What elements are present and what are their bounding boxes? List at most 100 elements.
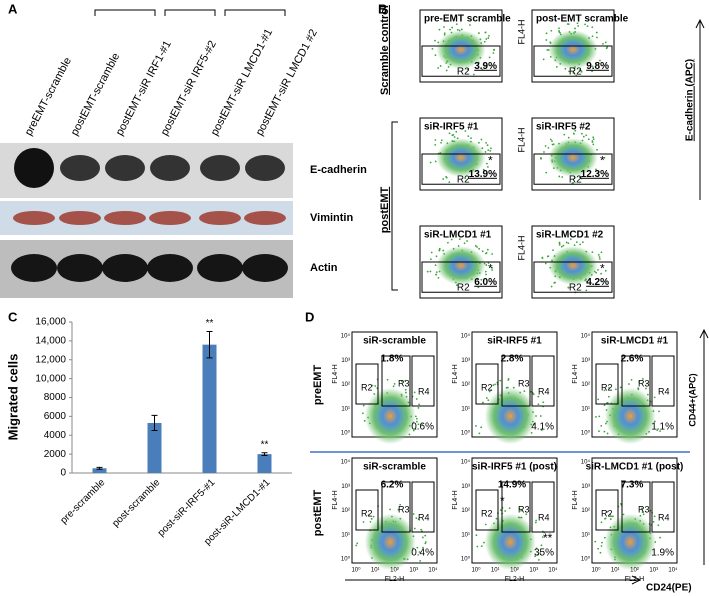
- event-dot: [585, 134, 588, 137]
- blot-band: [57, 254, 103, 282]
- y-tick-label: 16,000: [35, 317, 66, 328]
- group-label: postEMT: [379, 187, 391, 234]
- event-dot: [482, 168, 485, 171]
- blot-band: [242, 254, 288, 282]
- event-dot: [600, 545, 603, 547]
- axis-label: CD44+(APC): [687, 373, 697, 426]
- event-dot: [435, 273, 438, 276]
- gate-label: R2: [457, 67, 470, 78]
- event-dot: [542, 401, 545, 404]
- blot-band: [11, 254, 57, 282]
- event-dot: [489, 149, 492, 152]
- plot-title: siR-IRF5 #2: [536, 122, 591, 133]
- event-dot: [483, 40, 486, 43]
- event-dot: [466, 240, 468, 242]
- y-tick-label: 8000: [44, 392, 67, 403]
- significance: **: [206, 318, 214, 329]
- event-dot: [567, 242, 570, 245]
- significance: *: [488, 153, 493, 167]
- x-tick-label: 10²: [630, 568, 639, 574]
- gate-label: R2: [457, 175, 470, 186]
- event-dot: [370, 517, 373, 520]
- event-dot: [464, 130, 467, 132]
- plot-title: siR-LMCD1 #2: [536, 230, 604, 241]
- event-dot: [482, 401, 484, 404]
- x-tick-label: 10⁴: [428, 567, 438, 574]
- event-dot: [413, 391, 416, 394]
- event-dot: [421, 423, 423, 426]
- error-bar: [151, 414, 158, 432]
- event-dot: [438, 248, 441, 251]
- event-dot: [374, 385, 377, 387]
- plot-title: siR-scramble: [363, 336, 426, 347]
- chart-axis: [71, 322, 292, 474]
- event-dot: [637, 387, 640, 389]
- axis-title: FL4-H: [516, 235, 526, 260]
- y-tick-label: 10⁰: [461, 430, 471, 437]
- event-dot: [490, 147, 492, 150]
- event-cloud: [436, 30, 486, 70]
- event-dot: [476, 545, 479, 548]
- y-tick-label: 10³: [461, 484, 470, 490]
- event-dot: [483, 64, 486, 67]
- x-tick-label: 10²: [510, 568, 519, 574]
- axis-label: E-cadherin (APC): [685, 59, 696, 141]
- event-dot: [386, 378, 389, 381]
- event-dot: [472, 73, 475, 76]
- x-tick-label: 10³: [529, 568, 538, 574]
- event-dot: [493, 49, 495, 51]
- event-dot: [597, 268, 599, 271]
- event-dot: [422, 546, 424, 549]
- x-tick-label: 10⁴: [668, 567, 678, 574]
- event-dot: [467, 135, 470, 138]
- event-dot: [545, 171, 548, 174]
- event-dot: [484, 270, 487, 273]
- event-dot: [445, 69, 448, 72]
- bar: [147, 422, 162, 473]
- band-label: E-cadherin: [310, 164, 367, 176]
- event-dot: [443, 32, 446, 35]
- significance: **: [543, 531, 553, 545]
- event-dot: [569, 238, 572, 241]
- event-dot: [541, 257, 544, 260]
- event-dot: [416, 546, 419, 549]
- gate-percent: 4.2%: [586, 277, 609, 288]
- event-dot: [430, 251, 433, 254]
- gate-label: R4: [538, 512, 550, 522]
- event-dot: [597, 254, 600, 256]
- event-cloud: [604, 387, 656, 445]
- event-dot: [606, 510, 609, 513]
- event-dot: [484, 523, 487, 526]
- event-dot: [371, 384, 374, 387]
- event-dot: [576, 22, 579, 25]
- event-dot: [487, 399, 490, 402]
- event-dot: [463, 242, 466, 245]
- event-dot: [572, 132, 575, 135]
- event-dot: [486, 248, 489, 251]
- event-dot: [487, 37, 490, 39]
- event-dot: [587, 138, 590, 141]
- event-dot: [594, 540, 597, 543]
- event-dot: [565, 241, 568, 244]
- event-dot: [609, 518, 612, 520]
- event-dot: [534, 521, 537, 524]
- axis-title: FL4-H: [572, 490, 579, 509]
- event-dot: [653, 515, 656, 518]
- x-tick-label: 10⁴: [548, 567, 558, 574]
- event-dot: [630, 378, 633, 381]
- event-dot: [415, 420, 418, 423]
- plot-title: siR-IRF5 #1: [424, 122, 479, 133]
- event-dot: [458, 238, 461, 241]
- event-dot: [602, 42, 604, 45]
- event-dot: [389, 508, 391, 511]
- gate: [355, 489, 379, 531]
- y-tick-label: 10⁴: [461, 333, 471, 340]
- event-dot: [558, 242, 561, 245]
- event-dot: [356, 542, 359, 545]
- lane-label: preEMT-scramble: [23, 56, 74, 138]
- group-label: Scramble control: [379, 5, 391, 95]
- band-label: Actin: [310, 262, 338, 274]
- event-dot: [579, 243, 582, 246]
- event-dot: [464, 177, 467, 180]
- panel-letter: A: [8, 1, 18, 16]
